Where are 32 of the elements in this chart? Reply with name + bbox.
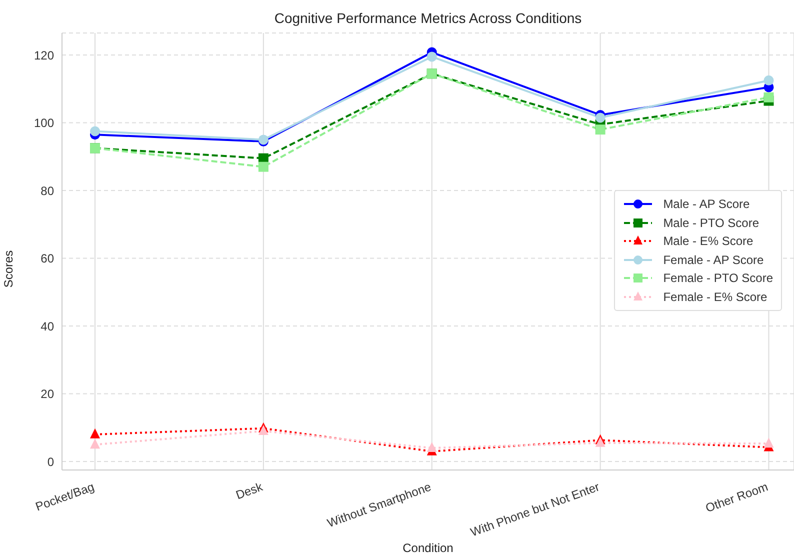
legend-label: Male - PTO Score — [663, 216, 759, 230]
point — [764, 75, 774, 86]
y-tick-label: 0 — [47, 454, 54, 469]
legend-label: Male - AP Score — [663, 197, 750, 212]
point — [258, 162, 268, 172]
point — [595, 124, 606, 135]
y-tick-label: 120 — [34, 48, 54, 62]
point — [90, 438, 100, 449]
x-tick-label: With Phone but Not Enter — [468, 480, 602, 540]
x-tick-label: Other Room — [704, 480, 770, 516]
point — [426, 52, 437, 62]
y-tick-label: 100 — [34, 116, 54, 130]
x-axis-title: Condition — [402, 541, 454, 555]
point — [595, 436, 606, 447]
y-tick-label: 80 — [40, 184, 54, 198]
point — [258, 425, 268, 436]
point — [90, 126, 100, 136]
point — [595, 112, 606, 123]
y-tick-label: 20 — [40, 387, 54, 402]
y-tick-label: 60 — [40, 252, 54, 266]
legend-label: Female - AP Score — [663, 252, 764, 267]
point — [426, 442, 437, 452]
y-tick-label: 40 — [40, 319, 54, 334]
point — [764, 92, 774, 102]
legend-label: Female - PTO Score — [663, 271, 773, 286]
chart-title: Cognitive Performance Metrics Across Conditions — [273, 10, 583, 26]
y-axis-title: Scores — [2, 250, 16, 288]
legend-label: Female - E% Score — [663, 290, 768, 304]
legend-label: Male - E% Score — [663, 234, 754, 248]
point — [90, 428, 100, 438]
point — [764, 438, 774, 448]
x-tick-label: Desk — [234, 479, 266, 502]
